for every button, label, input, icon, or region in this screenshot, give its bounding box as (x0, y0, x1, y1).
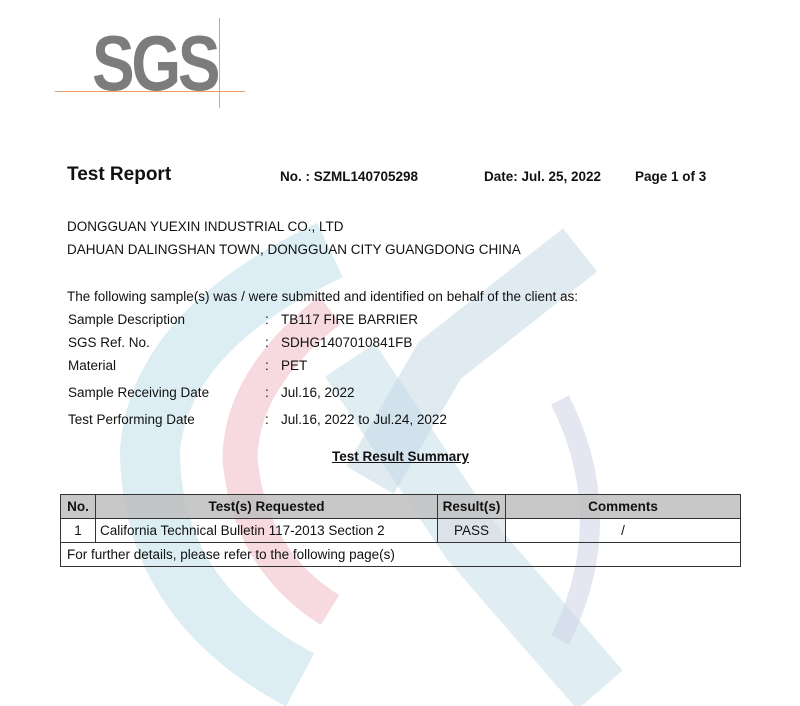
footer-note: For further details, please refer to the… (60, 542, 741, 567)
field-value: PET (281, 358, 308, 373)
field-label: Material (68, 358, 117, 373)
logo-line-vertical (219, 18, 220, 108)
col-comments: Comments (505, 494, 741, 519)
summary-table: No. Test(s) Requested Result(s) Comments… (60, 494, 741, 567)
colon: : (265, 412, 269, 427)
col-results: Result(s) (437, 494, 506, 519)
field-value: TB117 FIRE BARRIER (281, 312, 419, 327)
page-number: Page 1 of 3 (635, 169, 707, 184)
row-result: PASS (437, 518, 506, 543)
table-header: No. Test(s) Requested Result(s) Comments (60, 494, 741, 519)
colon: : (265, 335, 269, 350)
field-label: SGS Ref. No. (68, 335, 150, 350)
field-value: SDHG1407010841FB (281, 335, 413, 350)
client-address: DAHUAN DALINGSHAN TOWN, DONGGUAN CITY GU… (67, 242, 521, 257)
field-label: Sample Receiving Date (68, 385, 210, 400)
field-label: Test Performing Date (68, 412, 195, 427)
row-no: 1 (60, 518, 96, 543)
colon: : (265, 358, 269, 373)
table-row: 1 California Technical Bulletin 117-2013… (60, 518, 741, 543)
page-title: Test Report (67, 164, 172, 185)
report-date: Date: Jul. 25, 2022 (484, 169, 602, 184)
row-comments: / (505, 518, 741, 543)
row-test: California Technical Bulletin 117-2013 S… (95, 518, 438, 543)
logo-line-horizontal (55, 91, 245, 92)
client-name: DONGGUAN YUEXIN INDUSTRIAL CO., LTD (67, 219, 344, 234)
table-footer-row: For further details, please refer to the… (60, 542, 741, 567)
colon: : (265, 312, 269, 327)
col-tests: Test(s) Requested (95, 494, 438, 519)
colon: : (265, 385, 269, 400)
field-value: Jul.16, 2022 to Jul.24, 2022 (281, 412, 447, 427)
field-value: Jul.16, 2022 (281, 385, 355, 400)
field-label: Sample Description (68, 312, 186, 327)
col-no: No. (60, 494, 96, 519)
report-number: No. : SZML140705298 (280, 169, 419, 184)
sgs-logo: SGS (92, 19, 221, 107)
intro-text: The following sample(s) was / were submi… (67, 289, 579, 304)
summary-title: Test Result Summary (332, 449, 470, 464)
